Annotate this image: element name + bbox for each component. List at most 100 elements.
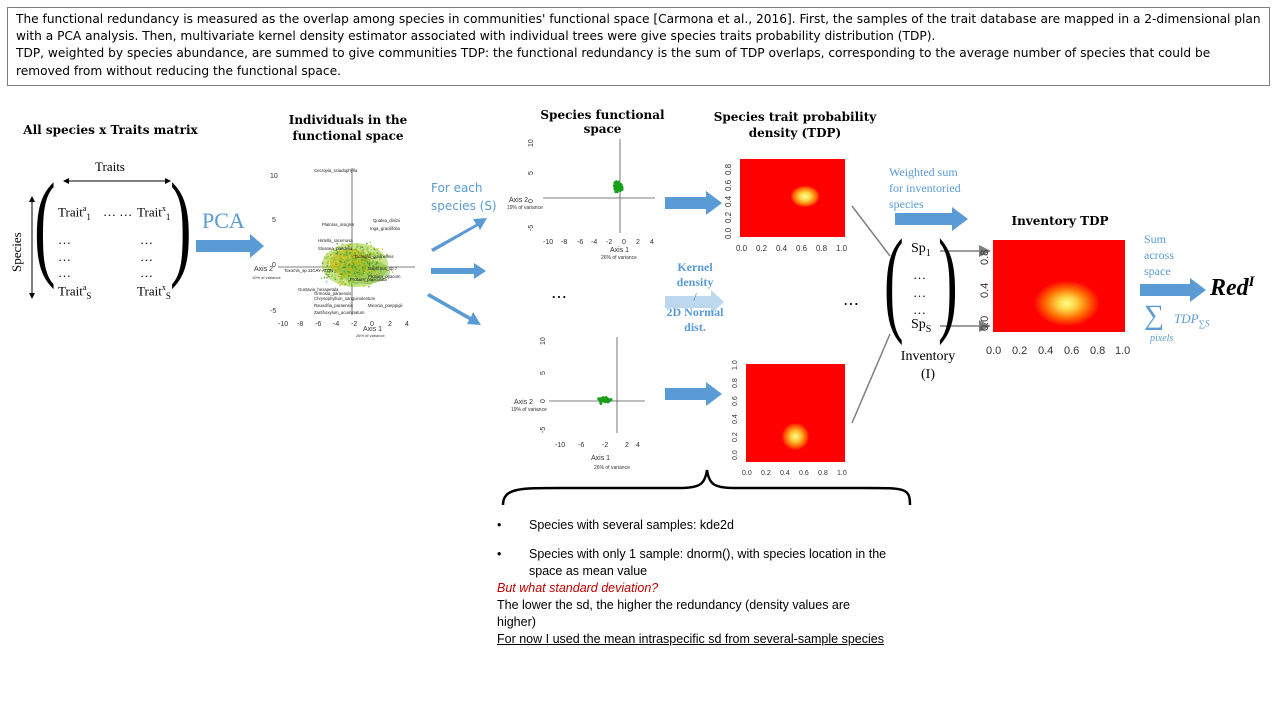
tdp2-xtick-2: 0.4 (780, 470, 790, 477)
pca-point (365, 254, 368, 257)
matrix-cell-aS: TraitaS (58, 283, 92, 301)
kernel-label: Kernel density/2D Normal dist. (666, 260, 724, 334)
pca-ytick-0: 10 (270, 173, 278, 180)
pca-point (367, 282, 369, 285)
sp1-axis1-var: 26% of variance (601, 255, 637, 260)
pca-point (323, 256, 326, 259)
matrix-right-paren: ) (170, 159, 192, 290)
pca-species-label: Rauvolfia_paraensis (314, 303, 353, 308)
pca-point (347, 254, 350, 256)
tdp2-xtick-4: 0.8 (818, 470, 828, 477)
kernel-arrow (665, 290, 724, 314)
pca-point (353, 260, 355, 263)
sp2-xtick-4: 4 (636, 442, 640, 449)
pca-point (359, 247, 362, 250)
pca-point (374, 249, 377, 251)
pca-species-label: Gustavia_hexapetala (298, 287, 339, 292)
pca-point (372, 265, 375, 267)
pca-species-label: Cecropia_sciadophylla (314, 168, 358, 173)
pca-point (350, 284, 353, 287)
pca-point (321, 262, 324, 264)
inv-xtick-5: 1.0 (1115, 345, 1130, 357)
sp1-axis2-var: 19% of variance (507, 205, 543, 211)
species-point (606, 400, 610, 404)
pca-species-label: Protium_opacum (368, 274, 401, 279)
inv-xtick-1: 0.2 (1012, 345, 1027, 357)
sp1-ytick-1: 5 (528, 171, 535, 175)
pca-point (357, 245, 360, 247)
pca-point (334, 278, 337, 281)
weighted-sum-label: Weighted sum for inventoried species (889, 165, 961, 211)
pca-point (379, 253, 382, 256)
pca-xtick-1: -8 (297, 321, 303, 328)
pca-point (372, 260, 374, 263)
pca-point (336, 252, 339, 255)
pca-point (355, 254, 357, 256)
pca-point (331, 274, 334, 276)
pca-point (343, 253, 345, 256)
sp2-axis1: Axis 1 (591, 455, 610, 462)
pca-point (375, 266, 378, 268)
pca-point (339, 280, 342, 283)
pca-point (392, 271, 394, 273)
pca-point (368, 262, 371, 265)
sp1-axis1: Axis 1 (610, 247, 629, 254)
pca-point (339, 284, 341, 287)
pca-point (381, 248, 384, 251)
pca-point (352, 274, 355, 277)
pca-point (350, 264, 353, 266)
pca-point (379, 270, 382, 273)
tdp2-ytick-3: 0.4 (732, 414, 739, 424)
pca-species-label: Ormosia_paraensis (314, 291, 351, 296)
pca-point (376, 252, 379, 254)
pca-species-label: Maytenus_sp.7 (368, 266, 398, 271)
pca-point (377, 272, 380, 275)
pca-point (361, 246, 364, 249)
intro-box: The functional redundancy is measured as… (7, 7, 1270, 86)
inventory-dots-3: … (913, 302, 926, 317)
pca-xtick-5: 0 (370, 321, 374, 328)
pca-point (326, 264, 329, 267)
for-each-species: For each species (S) (431, 181, 497, 213)
species-arrow-down (427, 293, 481, 325)
pca-point (364, 271, 367, 274)
pca-point (345, 270, 348, 272)
pca-point (364, 252, 367, 255)
pca-point (347, 258, 350, 261)
pca-point (348, 249, 351, 252)
pca-point (355, 249, 358, 252)
pca-point (334, 252, 337, 255)
sum-tdp: TDP∑S (1174, 311, 1210, 329)
pca-point (342, 266, 344, 269)
line-tdp-bottom-to-inventory (851, 333, 891, 424)
matrix-ellipsis-row1: … … (103, 204, 133, 219)
sp1-axis2: Axis 2 (509, 197, 528, 204)
pca-point (360, 249, 363, 252)
sp2-xtick-0: -10 (555, 442, 565, 449)
species-point (619, 184, 623, 187)
pca-point (376, 261, 379, 264)
pca-point (341, 278, 344, 281)
pca-point (352, 281, 354, 284)
pca-point (342, 271, 345, 273)
pca-point (377, 252, 380, 255)
pca-point (369, 283, 372, 285)
pca-point (374, 270, 377, 273)
pca-point (343, 261, 346, 264)
pca-point (355, 261, 358, 264)
pca-point (341, 243, 344, 245)
pca-point (357, 253, 360, 256)
pca-point (365, 248, 368, 251)
pca-point (359, 268, 362, 271)
tdp1-xtick-3: 0.6 (796, 244, 808, 253)
tdp2-ytick-1: 0.8 (732, 378, 739, 388)
species-arrow-mid (431, 263, 486, 279)
pca-point (348, 266, 351, 269)
pca-point (325, 280, 328, 283)
pca-point (345, 265, 348, 268)
pca-point (351, 272, 354, 274)
matrix-dots-6: … (140, 265, 153, 280)
matrix-cell-xS: TraitxS (137, 283, 171, 301)
pca-point (375, 257, 378, 259)
pca-species-label: Inga_gracilifolia (370, 226, 400, 231)
